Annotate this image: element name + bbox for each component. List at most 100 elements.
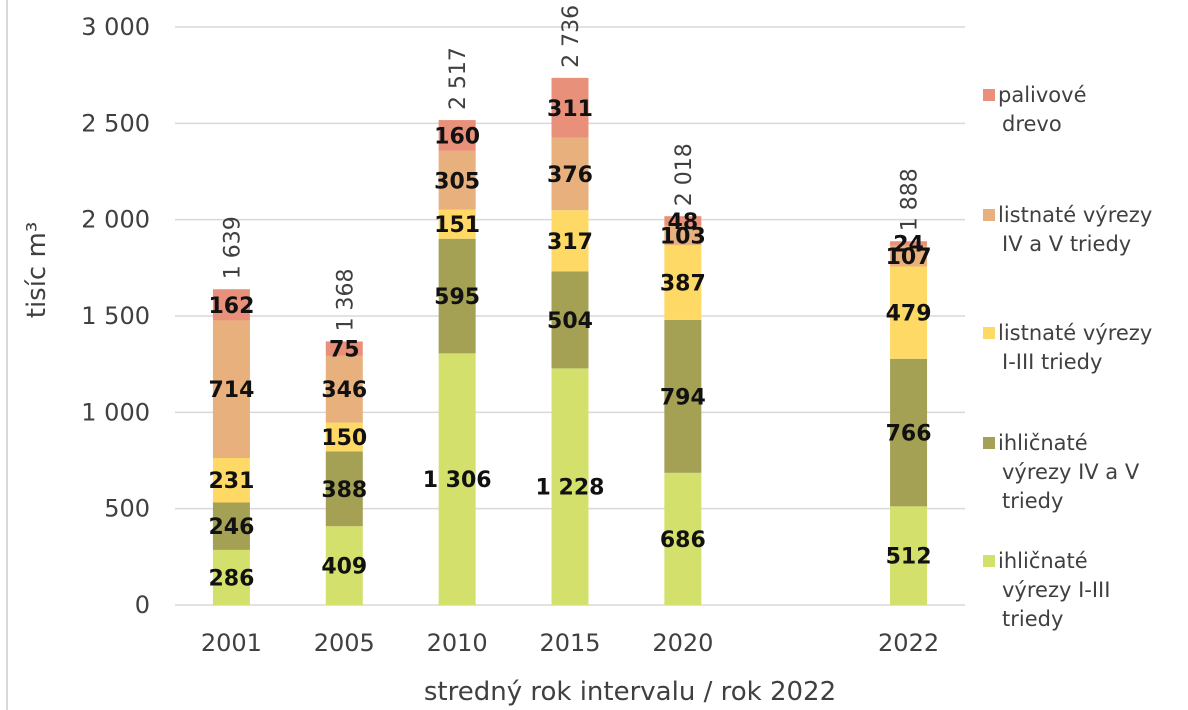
bar-segment: [212, 502, 250, 550]
bar-segment: [438, 353, 476, 605]
data-label: 686: [660, 528, 706, 553]
legend-swatch: [983, 89, 995, 101]
bar-segment: [551, 271, 589, 369]
data-label: 107: [886, 245, 932, 270]
x-tick-label: 2001: [201, 629, 262, 657]
legend-item: ihličnaté výrezy IV a V triedy: [983, 431, 1140, 513]
data-label: 48: [668, 210, 699, 235]
bar-segment: [551, 137, 589, 211]
bar-segment: [438, 209, 476, 239]
data-label: 595: [434, 285, 480, 310]
legend-swatch: [983, 555, 995, 567]
data-label: 75: [329, 338, 360, 363]
data-label: 150: [321, 426, 367, 451]
x-tick-label: 2005: [314, 629, 375, 657]
legend-label: výrezy IV a V: [1002, 460, 1140, 484]
bar-segment: [212, 320, 250, 458]
x-tick-label: 2010: [427, 629, 488, 657]
bar-segment: [890, 266, 928, 359]
y-axis-ticks: 0 500 1 000 1 500 2 000 2 500 3 000: [81, 13, 150, 619]
bar-segment: [664, 225, 702, 246]
data-label: 317: [547, 230, 593, 255]
y-tick-label: 2 000: [81, 206, 150, 234]
data-label: 160: [434, 124, 480, 149]
legend-label: listnaté výrezy: [998, 321, 1152, 345]
legend-swatch: [983, 209, 995, 221]
bar-segment: [212, 457, 250, 503]
data-label: 714: [208, 378, 254, 403]
legend-label: palivové: [998, 83, 1087, 107]
bar-segment: [438, 120, 476, 151]
bar-segment: [664, 245, 702, 320]
bar-segment: [664, 216, 702, 226]
bar-segment: [890, 358, 928, 507]
bar-segment: [325, 526, 363, 605]
bar-segment: [438, 150, 476, 210]
data-label: 388: [321, 478, 367, 503]
legend-label: drevo: [1002, 112, 1062, 136]
legend-label: I-III triedy: [1002, 350, 1102, 374]
legend-item: ihličnaté výrezy I-III triedy: [983, 549, 1110, 631]
x-axis-title: stredný rok intervalu / rok 2022: [424, 677, 836, 707]
total-label: 1 888: [898, 168, 923, 231]
total-label: 2 517: [446, 47, 471, 110]
bar-segment: [890, 241, 928, 246]
bars: 286 246 231 714 162 1 639 409 388 150 346 75 1 368 1…: [208, 5, 932, 605]
y-tick-label: 3 000: [81, 13, 150, 41]
x-tick-label: 2022: [878, 629, 939, 657]
legend-label: výrezy I-III: [1002, 578, 1110, 602]
total-label: 2 018: [672, 143, 697, 206]
x-axis-ticks: 2001 2005 2010 2015 2020 2022: [201, 629, 939, 657]
data-label: 231: [208, 469, 254, 494]
bar-segment: [212, 289, 250, 321]
x-tick-label: 2020: [652, 629, 713, 657]
bar-segment: [325, 422, 363, 452]
bar-segment: [664, 319, 702, 473]
data-label: 24: [893, 233, 924, 258]
bar-segment: [890, 506, 928, 605]
data-label: 479: [886, 302, 932, 327]
x-tick-label: 2015: [539, 629, 600, 657]
legend-swatch: [983, 437, 995, 449]
legend-item: listnaté výrezy I-III triedy: [983, 321, 1152, 374]
total-label: 1 639: [220, 216, 245, 279]
data-label: 246: [208, 515, 254, 540]
data-label: 305: [434, 169, 480, 194]
data-label: 512: [886, 545, 932, 570]
data-label: 346: [321, 378, 367, 403]
legend-item: palivové drevo: [983, 83, 1087, 136]
y-tick-label: 0: [135, 591, 150, 619]
bar-segment: [325, 341, 363, 356]
data-label: 151: [434, 213, 480, 238]
y-tick-label: 1 000: [81, 398, 150, 426]
legend-swatch: [983, 327, 995, 339]
legend-label: triedy: [1002, 607, 1063, 631]
bar-segment: [325, 355, 363, 423]
data-label: 1 306: [423, 468, 492, 493]
total-label: 2 736: [559, 5, 584, 68]
legend-label: ihličnaté: [998, 549, 1088, 573]
bar-segment: [664, 472, 702, 605]
bar-segment: [325, 451, 363, 527]
legend-label: triedy: [1002, 489, 1063, 513]
bar-segment: [551, 77, 589, 138]
y-axis-title: tisíc m³: [22, 222, 52, 319]
data-label: 311: [547, 97, 593, 122]
y-tick-label: 1 500: [81, 302, 150, 330]
data-label: 286: [208, 566, 254, 591]
data-label: 1 228: [536, 476, 605, 501]
legend-label: ihličnaté: [998, 431, 1088, 455]
data-label: 794: [660, 385, 706, 410]
bar-segment: [438, 238, 476, 354]
legend-item: listnaté výrezy IV a V triedy: [983, 203, 1152, 256]
legend-label: IV a V triedy: [1002, 232, 1131, 256]
bar-segment: [890, 245, 928, 267]
legend-label: listnaté výrezy: [998, 203, 1152, 227]
bar-segment: [212, 549, 250, 605]
data-label: 387: [660, 272, 706, 297]
y-tick-label: 2 500: [81, 109, 150, 137]
data-label: 162: [208, 294, 254, 319]
data-label: 504: [547, 309, 593, 334]
total-label: 1 368: [333, 268, 358, 331]
